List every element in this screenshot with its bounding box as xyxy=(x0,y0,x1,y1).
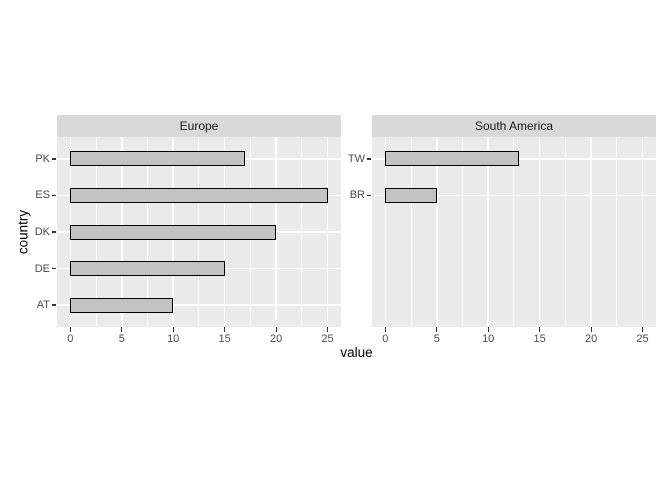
x-axis-title: value xyxy=(340,345,373,360)
x-tick-mark xyxy=(224,327,226,332)
x-tick-label: 25 xyxy=(636,333,649,345)
x-tick-mark xyxy=(436,327,438,332)
x-tick-mark xyxy=(487,327,489,332)
x-tick-mark xyxy=(641,327,644,332)
gridline-minor xyxy=(564,137,566,327)
x-tick-mark xyxy=(326,327,329,332)
x-tick-mark xyxy=(69,327,71,332)
x-tick-mark xyxy=(539,327,541,332)
facet-strip-label: Europe xyxy=(57,115,341,137)
bar-br xyxy=(385,187,437,203)
x-tick-mark xyxy=(384,327,386,332)
y-tick-mark xyxy=(52,267,56,270)
x-tick-mark xyxy=(121,327,123,332)
x-tick-mark xyxy=(172,327,174,332)
gridline-minor xyxy=(410,137,412,327)
y-tick-mark xyxy=(367,158,371,160)
y-category-label: DE xyxy=(34,262,50,275)
gridline-minor xyxy=(461,137,463,327)
x-tick-mark xyxy=(275,327,277,332)
y-tick-mark xyxy=(367,194,371,197)
x-tick-label: 0 xyxy=(67,333,74,345)
x-tick-label: 0 xyxy=(382,333,389,345)
facet-strip-label: South America xyxy=(372,115,656,137)
x-tick-label: 15 xyxy=(218,333,231,345)
y-tick-mark xyxy=(52,304,56,306)
x-tick-label: 5 xyxy=(433,333,440,345)
y-category-label: DK xyxy=(34,226,50,238)
x-tick-mark xyxy=(590,327,592,332)
y-tick-mark xyxy=(52,231,56,233)
x-tick-label: 10 xyxy=(482,333,495,345)
gridline-major xyxy=(372,194,656,197)
x-tick-label: 15 xyxy=(533,333,546,345)
x-tick-label: 20 xyxy=(269,333,283,345)
bar-de xyxy=(70,261,225,277)
y-category-label: PK xyxy=(35,152,50,165)
gridline-major xyxy=(57,304,341,306)
gridline-major xyxy=(641,137,644,327)
y-tick-mark xyxy=(52,194,56,197)
bar-dk xyxy=(70,224,277,240)
bar-at xyxy=(70,297,174,313)
y-tick-mark xyxy=(52,158,56,160)
x-tick-label: 10 xyxy=(167,333,180,345)
gridline-minor xyxy=(616,137,618,327)
y-category-label: TW xyxy=(347,152,365,165)
gridline-major xyxy=(436,137,438,327)
facet-south-america: South America TW BR 0 5 10 15 20 25 xyxy=(348,115,656,365)
y-category-label: BR xyxy=(349,189,365,202)
gridline-major xyxy=(590,137,592,327)
bar-tw xyxy=(385,151,520,167)
x-tick-label: 20 xyxy=(584,333,598,345)
facet-panel xyxy=(372,137,656,327)
facet-panel xyxy=(57,137,341,327)
x-tick-label: 25 xyxy=(321,333,334,345)
bar-es xyxy=(70,187,328,203)
facet-europe: Europe PK ES DK DE AT 0 5 10 15 20 25 xyxy=(35,115,341,365)
gridline-major xyxy=(487,137,489,327)
y-category-label: AT xyxy=(36,299,50,312)
gridline-minor xyxy=(513,137,515,327)
y-category-label: ES xyxy=(35,189,50,202)
bar-pk xyxy=(70,151,246,167)
gridline-major xyxy=(384,137,387,327)
gridline-major xyxy=(538,137,541,327)
x-tick-label: 5 xyxy=(118,333,125,345)
